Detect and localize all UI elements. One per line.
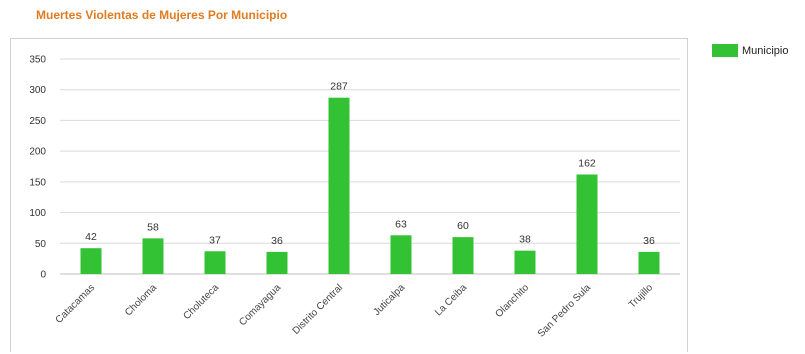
bar-distrito-central [328, 97, 350, 274]
bar-san-pedro-sula [576, 174, 598, 274]
bar-data-label: 58 [147, 221, 159, 233]
y-tick-label: 300 [29, 85, 46, 96]
legend-swatch [712, 44, 738, 57]
y-axis-ticks: 0 50 100 150 200 250 300 350 [29, 55, 46, 281]
bar-data-label: 36 [271, 235, 283, 247]
y-tick-label: 150 [29, 177, 46, 188]
bar-data-label: 36 [643, 235, 655, 247]
bar-choluteca [204, 251, 226, 274]
x-tick-label: San Pedro Sula [536, 282, 594, 340]
bar-data-labels: 42 58 37 36 287 63 60 38 162 36 [85, 81, 655, 247]
bar-comayagua [266, 251, 288, 274]
y-tick-label: 100 [29, 208, 46, 219]
y-tick-label: 200 [29, 147, 46, 158]
bar-catacamas [80, 248, 102, 274]
bar-data-label: 37 [209, 234, 221, 246]
y-tick-label: 50 [35, 239, 47, 250]
x-tick-label: Trujillo [627, 282, 656, 311]
bar-olanchito [514, 250, 536, 274]
x-tick-label: Olanchito [493, 282, 531, 320]
x-axis-ticks: Catacamas Choloma Choluteca Comayagua Distri… [54, 282, 656, 340]
bar-data-label: 42 [85, 231, 97, 243]
bar-data-label: 38 [519, 234, 531, 246]
bar-juticalpa [390, 235, 412, 274]
y-tick-label: 350 [29, 55, 46, 66]
bar-data-label: 63 [395, 218, 407, 230]
bar-data-label: 287 [330, 81, 348, 93]
x-tick-label: Choluteca [182, 282, 222, 322]
bar-data-label: 162 [578, 157, 596, 169]
page-title: Muertes Violentas de Mujeres Por Municip… [36, 8, 288, 22]
bars [80, 97, 660, 274]
bar-data-label: 60 [457, 220, 469, 232]
y-tick-label: 250 [29, 116, 46, 127]
x-tick-label: Comayagua [237, 282, 283, 328]
x-tick-label: Catacamas [54, 282, 98, 326]
x-tick-label: La Ceiba [433, 282, 469, 318]
x-tick-label: Distrito Central [291, 282, 346, 337]
legend-label: Municipio [742, 44, 789, 57]
bar-trujillo [638, 251, 660, 274]
legend: Municipio [712, 44, 788, 57]
bar-la-ceiba [452, 237, 474, 274]
bar-choloma [142, 238, 164, 274]
y-tick-label: 0 [40, 270, 46, 281]
x-tick-label: Juticalpa [371, 282, 407, 318]
x-tick-label: Choloma [123, 282, 159, 318]
